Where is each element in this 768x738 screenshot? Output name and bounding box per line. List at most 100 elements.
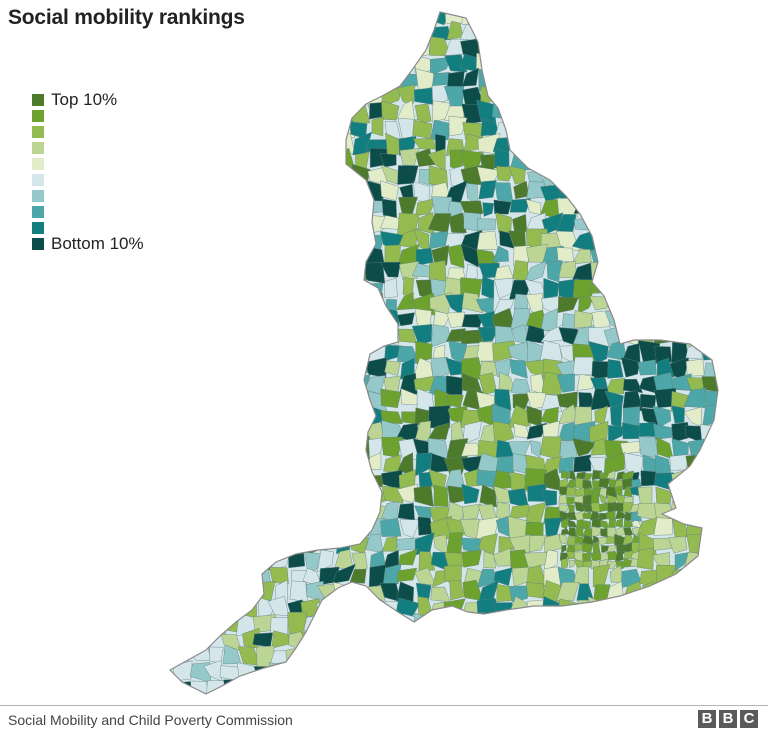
district-cell bbox=[512, 136, 529, 154]
district-cell bbox=[283, 118, 307, 140]
district-cell bbox=[667, 246, 692, 266]
district-cell bbox=[319, 611, 340, 635]
district-cell bbox=[603, 452, 626, 476]
district-cell bbox=[321, 88, 336, 107]
district-cell bbox=[508, 616, 531, 633]
district-cell bbox=[716, 660, 718, 680]
district-cell bbox=[652, 538, 675, 551]
district-cell bbox=[477, 218, 496, 231]
district-cell bbox=[189, 52, 212, 76]
district-cell bbox=[225, 484, 242, 504]
district-cell bbox=[204, 72, 224, 88]
district-cell bbox=[204, 391, 227, 410]
district-cell bbox=[172, 276, 196, 298]
district-cell bbox=[189, 583, 213, 603]
district-cell bbox=[270, 151, 291, 172]
district-cell bbox=[397, 660, 414, 684]
district-cell bbox=[723, 53, 739, 74]
district-cell bbox=[716, 197, 718, 220]
district-cell bbox=[221, 68, 242, 92]
district-cell bbox=[333, 195, 354, 215]
district-cell bbox=[524, 150, 548, 169]
district-cell bbox=[540, 41, 562, 60]
district-cell bbox=[283, 182, 306, 204]
district-cell bbox=[334, 40, 355, 60]
district-cell bbox=[591, 518, 603, 529]
district-cell bbox=[605, 378, 626, 395]
district-cell bbox=[170, 101, 178, 122]
district-cell bbox=[621, 52, 643, 70]
district-cell bbox=[403, 647, 419, 668]
district-cell bbox=[610, 43, 627, 59]
district-cell bbox=[428, 165, 449, 188]
district-cell bbox=[204, 19, 228, 42]
district-cell bbox=[315, 211, 335, 233]
legend-swatch bbox=[32, 206, 44, 218]
district-cell bbox=[382, 662, 404, 680]
district-cell bbox=[274, 535, 291, 556]
district-cell bbox=[669, 646, 690, 664]
district-cell bbox=[174, 149, 196, 172]
district-cell bbox=[335, 20, 353, 43]
district-cell bbox=[349, 676, 370, 694]
district-cell bbox=[351, 662, 368, 684]
district-cell bbox=[352, 599, 372, 615]
district-cell bbox=[509, 52, 529, 76]
district-cell bbox=[622, 72, 639, 92]
district-cell bbox=[255, 468, 277, 492]
district-cell bbox=[270, 345, 292, 359]
district-cell bbox=[256, 101, 273, 118]
district-cell bbox=[686, 136, 709, 156]
district-cell bbox=[685, 230, 709, 252]
district-cell bbox=[555, 618, 580, 633]
district-cell bbox=[706, 599, 718, 613]
district-cell bbox=[332, 341, 352, 364]
district-cell bbox=[684, 246, 707, 267]
district-cell bbox=[204, 377, 227, 396]
district-cell bbox=[674, 85, 689, 109]
district-cell bbox=[561, 469, 570, 479]
district-cell bbox=[684, 566, 702, 583]
district-cell bbox=[461, 483, 480, 505]
district-cell bbox=[428, 405, 451, 429]
district-cell bbox=[669, 584, 691, 604]
district-cell bbox=[444, 649, 468, 668]
district-cell bbox=[685, 331, 702, 348]
district-cell bbox=[541, 20, 564, 44]
district-cell bbox=[398, 21, 416, 43]
district-cell bbox=[173, 356, 191, 373]
district-cell bbox=[194, 563, 210, 582]
district-cell bbox=[575, 695, 592, 700]
district-cell bbox=[704, 277, 718, 299]
district-cell bbox=[623, 21, 643, 45]
district-cell bbox=[302, 52, 324, 75]
district-cell bbox=[495, 456, 515, 475]
district-cell bbox=[348, 403, 372, 428]
district-cell bbox=[174, 20, 194, 45]
district-cell bbox=[715, 277, 718, 299]
district-cell bbox=[170, 452, 178, 473]
district-cell bbox=[302, 198, 323, 219]
district-cell bbox=[556, 247, 574, 263]
district-cell bbox=[364, 375, 386, 395]
district-cell bbox=[334, 627, 356, 652]
district-cell bbox=[219, 196, 244, 215]
district-cell bbox=[604, 244, 628, 268]
district-cell bbox=[334, 167, 351, 187]
district-cell bbox=[414, 644, 432, 668]
district-cell bbox=[607, 83, 623, 105]
district-cell bbox=[433, 693, 452, 694]
district-cell bbox=[619, 627, 644, 652]
district-cell bbox=[428, 422, 451, 440]
district-cell bbox=[188, 358, 213, 376]
district-cell bbox=[286, 484, 309, 507]
district-cell bbox=[526, 12, 544, 24]
district-cell bbox=[206, 551, 227, 569]
district-cell bbox=[220, 136, 244, 153]
district-cell bbox=[208, 135, 225, 151]
district-cell bbox=[400, 388, 420, 406]
district-cell bbox=[575, 676, 594, 694]
district-cell bbox=[171, 549, 194, 571]
legend-swatch bbox=[32, 222, 44, 234]
legend-label: Bottom 10% bbox=[51, 234, 144, 253]
